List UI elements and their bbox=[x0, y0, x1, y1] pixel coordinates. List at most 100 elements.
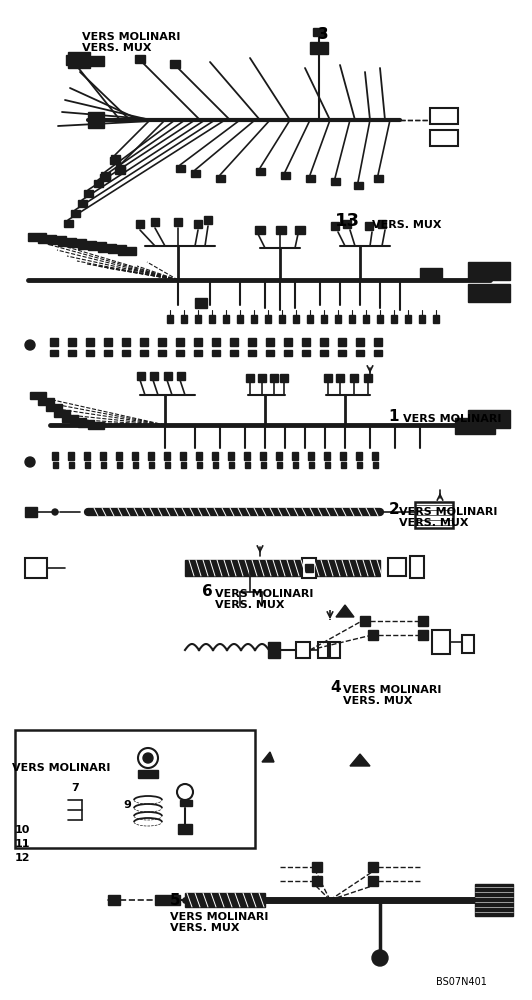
Bar bbox=[48, 236, 66, 244]
Bar bbox=[58, 237, 76, 245]
Text: VERS MOLINARI: VERS MOLINARI bbox=[215, 589, 314, 599]
Bar bbox=[118, 246, 136, 254]
Bar bbox=[212, 338, 220, 346]
Bar bbox=[52, 452, 58, 460]
Bar bbox=[191, 170, 200, 177]
Bar bbox=[307, 315, 313, 323]
Bar bbox=[270, 374, 278, 382]
Bar bbox=[377, 315, 383, 323]
Bar bbox=[284, 338, 292, 346]
Bar bbox=[248, 338, 256, 346]
Bar bbox=[84, 190, 93, 197]
Bar bbox=[230, 338, 238, 346]
Bar bbox=[335, 315, 341, 323]
Bar bbox=[132, 452, 138, 460]
Bar bbox=[176, 338, 184, 346]
Bar bbox=[320, 338, 328, 346]
Bar bbox=[364, 374, 372, 382]
Bar bbox=[140, 338, 148, 346]
Bar bbox=[293, 462, 298, 468]
Bar bbox=[420, 268, 442, 280]
Bar bbox=[111, 155, 120, 162]
Bar bbox=[68, 338, 76, 346]
Bar bbox=[279, 315, 285, 323]
Text: 9: 9 bbox=[123, 800, 131, 810]
Bar bbox=[98, 243, 116, 251]
Bar bbox=[468, 410, 510, 428]
Polygon shape bbox=[262, 752, 274, 762]
Text: VERS. MUX: VERS. MUX bbox=[372, 220, 442, 230]
Circle shape bbox=[143, 753, 153, 763]
Bar bbox=[256, 168, 265, 175]
Bar bbox=[138, 770, 158, 778]
Bar bbox=[137, 372, 145, 380]
Bar bbox=[86, 338, 94, 346]
Bar bbox=[64, 220, 73, 227]
Bar bbox=[368, 862, 378, 872]
Bar bbox=[357, 462, 362, 468]
Bar bbox=[195, 298, 207, 308]
Bar bbox=[312, 862, 322, 872]
Bar bbox=[178, 824, 192, 834]
Bar bbox=[229, 462, 234, 468]
Bar bbox=[69, 462, 74, 468]
Circle shape bbox=[25, 340, 35, 350]
Bar bbox=[116, 452, 122, 460]
Bar bbox=[310, 42, 328, 54]
Bar bbox=[185, 560, 305, 576]
Bar bbox=[468, 262, 510, 280]
Bar bbox=[185, 893, 265, 907]
Bar bbox=[266, 338, 274, 346]
Bar bbox=[391, 315, 397, 323]
Bar bbox=[251, 315, 257, 323]
Bar bbox=[30, 392, 46, 399]
Bar bbox=[209, 315, 215, 323]
Bar bbox=[336, 374, 344, 382]
Bar bbox=[455, 418, 495, 434]
Bar bbox=[432, 630, 450, 654]
Text: 12: 12 bbox=[15, 853, 30, 863]
Bar bbox=[309, 462, 314, 468]
Bar bbox=[195, 315, 201, 323]
Circle shape bbox=[138, 748, 158, 768]
Bar bbox=[122, 338, 130, 346]
Bar bbox=[164, 372, 172, 380]
Bar bbox=[196, 452, 202, 460]
Bar bbox=[475, 884, 513, 916]
Text: 10: 10 bbox=[15, 825, 30, 835]
Bar bbox=[71, 210, 80, 217]
Bar bbox=[53, 462, 58, 468]
Bar bbox=[374, 175, 383, 182]
Bar bbox=[363, 315, 369, 323]
Bar bbox=[341, 462, 346, 468]
Bar bbox=[216, 175, 225, 182]
Bar bbox=[86, 350, 94, 356]
Bar bbox=[110, 157, 120, 164]
Bar bbox=[212, 350, 220, 356]
Bar bbox=[181, 462, 186, 468]
Bar bbox=[197, 462, 202, 468]
Bar bbox=[261, 462, 266, 468]
Bar bbox=[101, 462, 106, 468]
Bar bbox=[228, 452, 234, 460]
Bar bbox=[213, 462, 218, 468]
Bar bbox=[373, 462, 378, 468]
Text: VERS. MUX: VERS. MUX bbox=[343, 696, 413, 706]
Bar bbox=[356, 452, 362, 460]
Bar bbox=[15, 730, 255, 848]
Bar bbox=[410, 556, 424, 578]
Bar bbox=[418, 616, 428, 626]
Bar bbox=[268, 642, 280, 658]
Bar bbox=[78, 200, 87, 207]
Bar bbox=[136, 220, 144, 228]
Bar bbox=[116, 165, 125, 172]
Bar bbox=[310, 560, 380, 576]
Bar bbox=[378, 220, 386, 228]
Bar bbox=[133, 462, 138, 468]
Bar bbox=[306, 175, 315, 182]
Bar bbox=[78, 420, 94, 427]
Bar bbox=[68, 52, 90, 68]
Bar bbox=[54, 410, 70, 417]
Bar bbox=[258, 374, 266, 382]
Bar bbox=[277, 462, 282, 468]
